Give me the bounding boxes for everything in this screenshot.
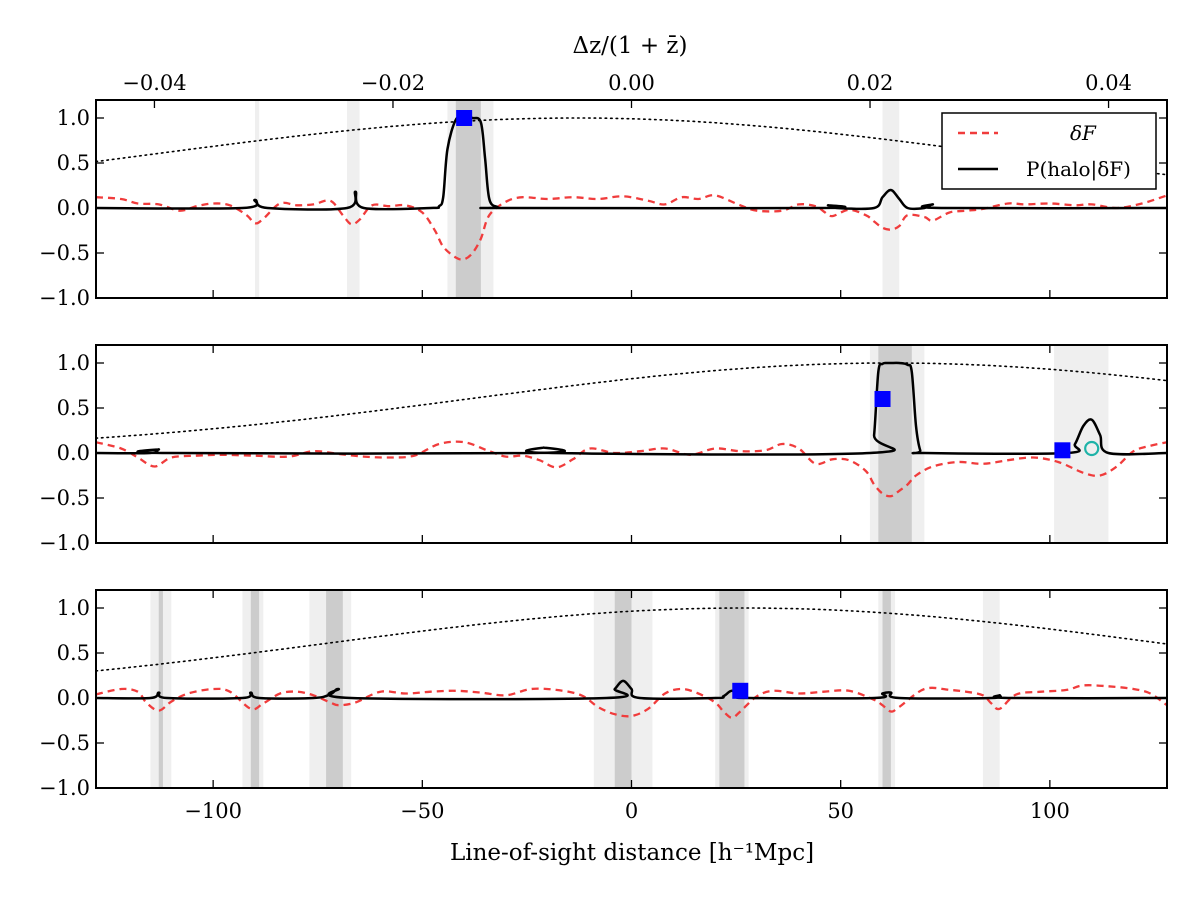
halo-marker-filled [874, 391, 891, 407]
bottom-axis-tick-labels: −100 −50 0 50 100 [184, 799, 1070, 823]
delta-f-line [96, 440, 1167, 498]
panel-middle: 1.0 0.5 0.0 −0.5 −1.0 [39, 344, 1168, 555]
x-tick-label: −100 [184, 799, 242, 823]
probability-line [96, 115, 1167, 211]
halo-marker-open [1084, 440, 1100, 457]
probability-line [96, 361, 1167, 456]
window-function-line [96, 362, 1167, 439]
top-tick-label: −0.04 [122, 71, 186, 95]
y-tick-label: 0.0 [57, 196, 90, 220]
y-tick-label: −0.5 [39, 731, 90, 755]
panel-bottom: 1.0 0.5 0.0 −0.5 −1.0 [39, 589, 1168, 800]
halo-band-dark [158, 590, 163, 788]
halo-band-light [882, 100, 900, 298]
halo-band-light [347, 100, 360, 298]
top-axis-tick-labels: −0.04 −0.02 0.00 0.02 0.04 [122, 71, 1132, 95]
y-tick-label: 0.0 [57, 686, 90, 710]
y-tick-label: −1.0 [39, 531, 90, 555]
y-tick-label: 1.0 [57, 106, 90, 130]
top-axis-title: Δz/(1 + z̄) [572, 33, 687, 59]
panel-plot-area [96, 345, 1167, 543]
top-tick-label: 0.04 [1085, 71, 1132, 95]
legend: δF P(halo|δF) [941, 112, 1157, 190]
y-tick-label: −0.5 [39, 241, 90, 265]
legend-probability-label: P(halo|δF) [1026, 157, 1131, 182]
y-tick-label: 1.0 [57, 351, 90, 375]
halo-band-dark [455, 100, 481, 298]
halo-marker-filled [1054, 442, 1071, 459]
top-tick-label: 0.02 [847, 71, 894, 95]
window-function-line [96, 607, 1167, 672]
panel-frame [95, 344, 1168, 544]
y-tick-label: 0.0 [57, 441, 90, 465]
y-tick-label: 0.5 [57, 641, 90, 665]
y-tick-label: 1.0 [57, 596, 90, 620]
halo-band-dark [326, 590, 343, 788]
halo-marker-filled [732, 682, 749, 699]
top-tick-label: 0.00 [608, 71, 655, 95]
y-tick-label: 0.5 [57, 396, 90, 420]
top-tick-label: −0.02 [361, 71, 425, 95]
y-tick-label: −0.5 [39, 486, 90, 510]
halo-band-light [254, 100, 260, 298]
y-tick-label: 0.5 [57, 151, 90, 175]
y-tick-label: −1.0 [39, 286, 90, 310]
delta-f-line [96, 684, 1167, 719]
halo-marker-filled [456, 110, 473, 126]
legend-frame [941, 112, 1157, 190]
x-axis-title: Line-of-sight distance [h⁻¹Mpc] [450, 840, 814, 866]
x-tick-label: −50 [400, 799, 444, 823]
x-tick-label: 0 [625, 799, 638, 823]
x-tick-label: 100 [1030, 799, 1070, 823]
probability-line [96, 679, 1167, 701]
halo-band-dark [250, 590, 260, 788]
x-tick-label: 50 [827, 799, 854, 823]
panel-plot-area [96, 590, 1167, 788]
halo-band-light [982, 590, 1000, 788]
legend-delta-f-label: δF [1070, 121, 1097, 145]
halo-band-dark [614, 590, 632, 788]
y-tick-label: −1.0 [39, 776, 90, 800]
halo-band-dark [882, 590, 891, 788]
